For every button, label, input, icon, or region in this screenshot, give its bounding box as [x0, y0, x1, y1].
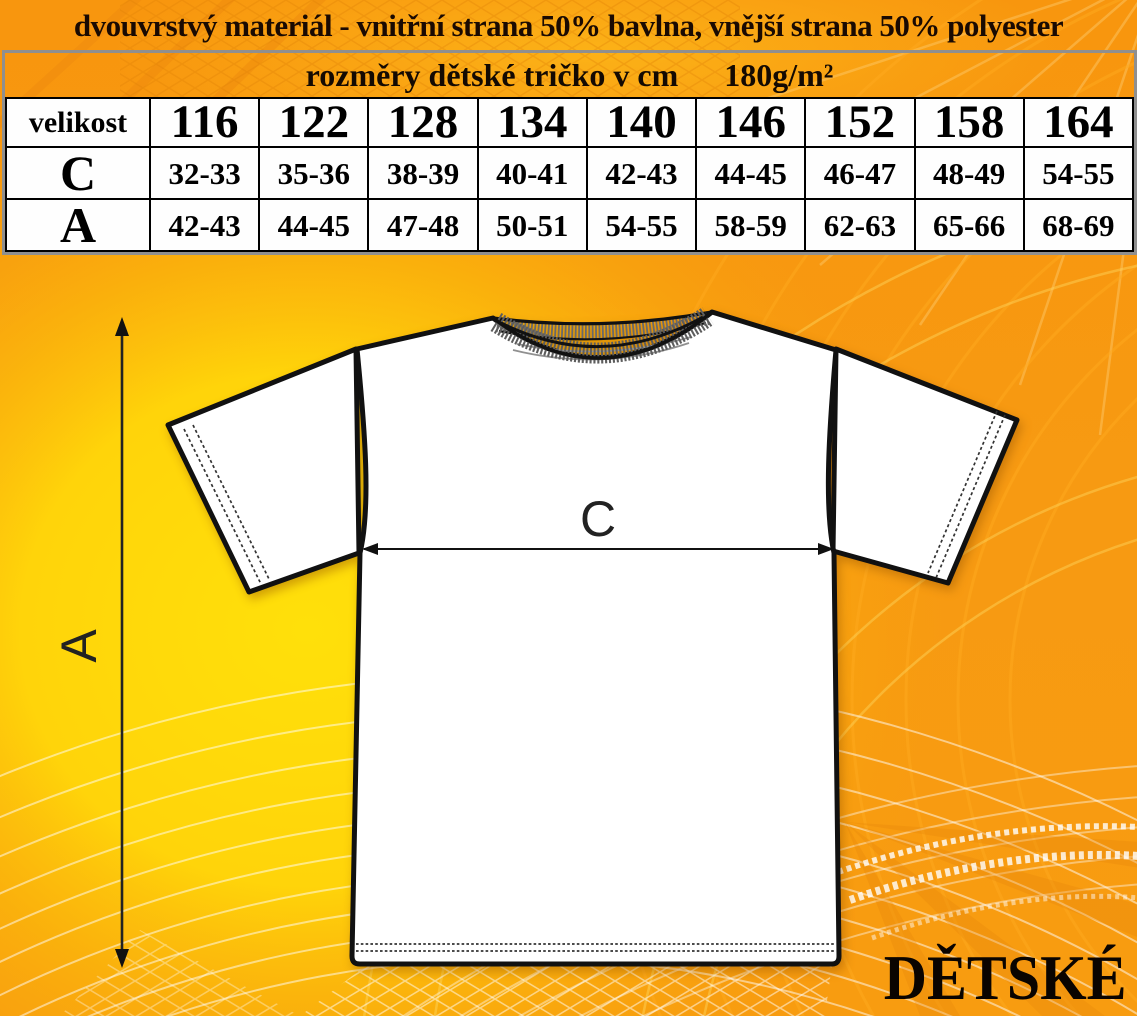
measure-cell: 62-63 — [804, 198, 916, 252]
height-dimension: A — [51, 317, 129, 968]
measure-cell: 58-59 — [695, 198, 807, 252]
size-cell: 140 — [585, 97, 698, 148]
measure-cell: 47-48 — [367, 198, 479, 252]
left-sleeve — [165, 346, 362, 595]
measure-cell: 42-43 — [585, 146, 698, 200]
measure-cell: 42-43 — [148, 198, 261, 252]
cuff-stitches — [183, 410, 1006, 585]
collar-front-inner-edge — [500, 315, 704, 349]
arrowhead-down-icon — [115, 949, 129, 968]
measure-cell: 46-47 — [804, 146, 916, 200]
size-table-grid: velikost 116 122 128 134 140 146 152 158… — [5, 97, 1135, 252]
size-cell: 158 — [913, 97, 1025, 148]
measure-cell: 32-33 — [148, 146, 261, 200]
arrowhead-up-icon — [115, 317, 129, 336]
size-cell: 134 — [476, 97, 588, 148]
chest-width-label: C — [580, 491, 616, 547]
measure-cell: 48-49 — [913, 146, 1025, 200]
arrowhead-left-icon — [362, 543, 378, 555]
measure-cell: 44-45 — [695, 146, 807, 200]
hem-stitches — [356, 943, 835, 952]
measure-cell: 35-36 — [258, 146, 370, 200]
tshirt-drawing — [165, 307, 1020, 967]
measure-cell: 38-39 — [367, 146, 479, 200]
measure-row-a: A 42-43 44-45 47-48 50-51 54-55 58-59 62… — [5, 198, 1135, 252]
collar-front-outer-edge — [491, 310, 714, 360]
height-label: A — [51, 629, 107, 663]
size-cell: 152 — [804, 97, 916, 148]
arrowhead-right-icon — [818, 543, 834, 555]
measure-cell: 68-69 — [1022, 198, 1135, 252]
measure-cell: 50-51 — [476, 198, 588, 252]
fabric-weight: 180g/m² — [724, 56, 834, 93]
row-label-c: C — [5, 146, 151, 200]
tshirt-body — [349, 309, 842, 967]
measure-row-c: C 32-33 35-36 38-39 40-41 42-43 44-45 46… — [5, 146, 1135, 200]
measure-cell: 44-45 — [258, 198, 370, 252]
collar-back-rib — [495, 311, 710, 340]
chest-dimension: C — [362, 491, 834, 555]
size-cell: 146 — [695, 97, 807, 148]
measure-cell: 54-55 — [585, 198, 698, 252]
measure-cell: 54-55 — [1022, 146, 1135, 200]
size-table: rozměry dětské tričko v cm 180g/m² velik… — [2, 50, 1137, 255]
size-cell: 116 — [148, 97, 261, 148]
collar-back-top-edge — [492, 310, 713, 326]
measure-cell: 65-66 — [913, 198, 1025, 252]
size-cell: 164 — [1022, 97, 1135, 148]
category-label: DĚTSKÉ — [884, 943, 1127, 1013]
size-cell: 128 — [367, 97, 479, 148]
corner-header: velikost — [5, 97, 151, 148]
material-description: dvouvrstvý materiál - vnitřní strana 50%… — [73, 8, 1064, 43]
table-subtitle: rozměry dětské tričko v cm — [305, 56, 679, 93]
measure-cell: 40-41 — [476, 146, 588, 200]
right-sleeve — [830, 346, 1020, 586]
size-cell: 122 — [258, 97, 370, 148]
sizes-row: velikost 116 122 128 134 140 146 152 158… — [5, 97, 1135, 148]
row-label-a: A — [5, 198, 151, 252]
table-title-row: rozměry dětské tričko v cm 180g/m² — [5, 53, 1134, 97]
